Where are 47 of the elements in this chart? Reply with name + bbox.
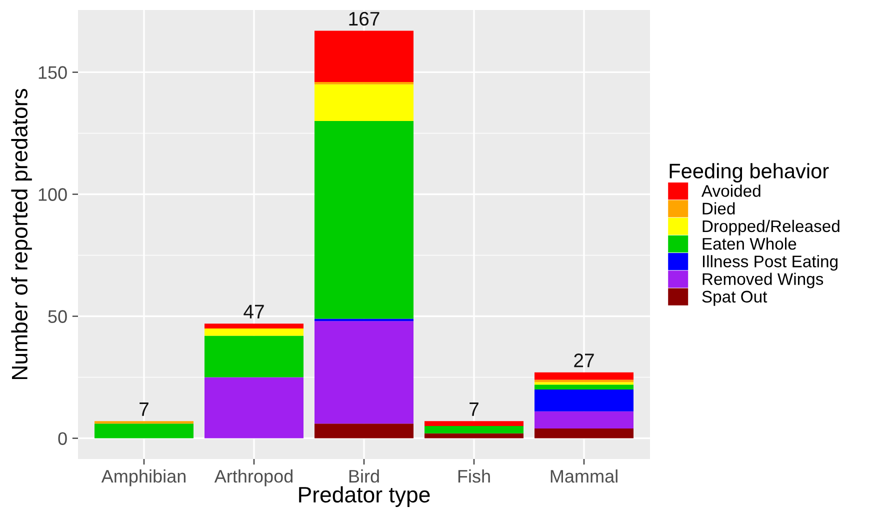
legend-label: Spat Out: [702, 290, 768, 306]
bar: [534, 384, 634, 390]
bar: [94, 424, 194, 438]
legend-label: Avoided: [701, 184, 760, 197]
y-tick-label: 50: [48, 310, 67, 323]
bar: [314, 321, 414, 424]
bar: [204, 324, 304, 328]
bar: [94, 421, 194, 424]
bar: [314, 318, 414, 322]
x-tick-label: Arthropod: [214, 469, 292, 486]
total-label: 47: [244, 304, 264, 318]
total-label: 27: [574, 354, 594, 368]
x-tick-label: Mammal: [550, 469, 618, 483]
bar: [534, 380, 634, 382]
x-tick-label: Fish: [458, 469, 490, 483]
bar: [204, 377, 304, 438]
bar: [314, 84, 414, 122]
bar: [534, 428, 634, 438]
y-tick-label: 100: [38, 188, 67, 201]
total-label: 167: [349, 12, 380, 26]
y-tick-label: 150: [38, 66, 67, 79]
legend-title: Feeding behavior: [670, 163, 829, 183]
x-tick-label: Bird: [349, 469, 379, 483]
legend-label: Eaten Whole: [702, 237, 796, 250]
y-tick-label: 0: [58, 432, 67, 445]
bar: [314, 121, 414, 319]
bar: [534, 411, 634, 428]
x-axis-title: Predator type: [299, 486, 430, 507]
bar: [314, 424, 414, 438]
x-tick-label: Amphibian: [101, 469, 186, 486]
legend-label: Removed Wings: [702, 272, 824, 288]
bar: [534, 382, 634, 385]
legend-label: Illness Post Eating: [702, 255, 838, 271]
legend-label: Died: [702, 202, 735, 214]
bar: [534, 372, 634, 380]
bar: [424, 421, 524, 426]
legend-label: Dropped/Released: [702, 220, 840, 236]
bar: [204, 336, 304, 378]
bar: [314, 82, 414, 84]
bar: [424, 433, 524, 438]
bar: [314, 30, 414, 82]
y-axis-title: Number of reported predators: [11, 88, 32, 380]
bar: [204, 328, 304, 336]
total-label: 7: [140, 402, 148, 416]
bar: [534, 389, 634, 412]
total-label: 7: [470, 402, 478, 416]
bar: [424, 426, 524, 434]
